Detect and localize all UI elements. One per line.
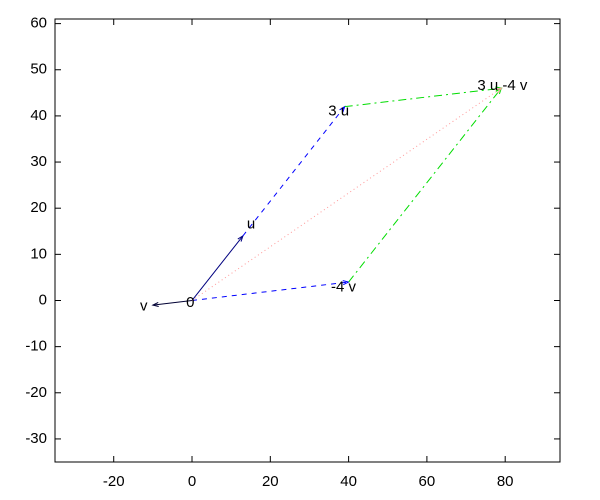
- x-tick-label: 60: [419, 473, 436, 490]
- arrow-head: [495, 87, 503, 94]
- x-tick-label: 0: [188, 473, 196, 490]
- vector-label: 3 u -4 v: [477, 77, 528, 94]
- x-tick-label: 40: [340, 473, 357, 490]
- y-tick-label: -30: [25, 430, 47, 447]
- y-tick-label: 10: [30, 245, 47, 262]
- vector: [191, 281, 349, 301]
- x-tick-label: 20: [262, 473, 279, 490]
- vector: [348, 87, 502, 283]
- vector-label: v: [140, 297, 148, 314]
- y-tick-label: 50: [30, 61, 47, 78]
- vector: [152, 299, 193, 306]
- y-tick-label: 60: [30, 15, 47, 32]
- arrow-head: [151, 301, 159, 307]
- y-tick-label: 30: [30, 153, 47, 170]
- y-tick-label: 0: [39, 291, 47, 308]
- y-tick-label: 40: [30, 107, 47, 124]
- y-tick-label: -20: [25, 384, 47, 401]
- x-tick-label: 80: [497, 473, 514, 490]
- x-tick-label: -20: [103, 473, 125, 490]
- plot-frame: [54, 18, 561, 463]
- vector: [344, 87, 502, 108]
- vector-label: -4 v: [331, 279, 357, 296]
- vector: [191, 87, 502, 301]
- y-tick-label: -10: [25, 338, 47, 355]
- y-tick-label: 20: [30, 199, 47, 216]
- vector-label: 3 u: [328, 102, 349, 119]
- vector: [191, 235, 244, 301]
- vector-label: 0: [186, 294, 194, 311]
- vector-label: u: [247, 215, 255, 232]
- vector: [242, 106, 346, 237]
